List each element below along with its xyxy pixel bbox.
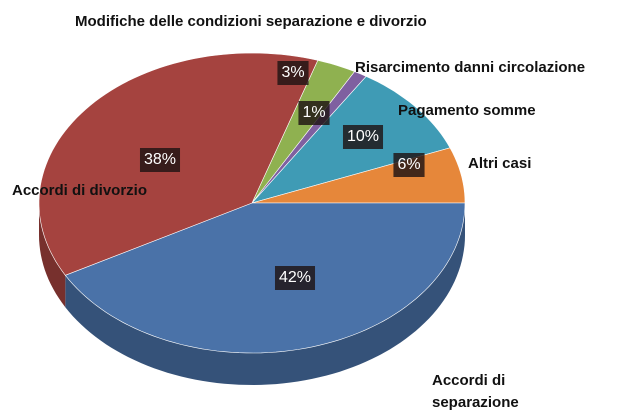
value-label-box — [139, 148, 181, 172]
category-label: Accordi di separazione — [432, 372, 519, 411]
category-label: Accordi di divorzio — [12, 182, 147, 199]
value-label-box — [342, 125, 384, 149]
value-label: 6% — [397, 156, 420, 173]
value-label-box — [277, 61, 309, 85]
category-label: Risarcimento danni circolazione — [355, 59, 585, 76]
value-label-box — [393, 153, 425, 177]
category-label: Pagamento somme — [398, 102, 536, 119]
chart-title: Modifiche delle condizioni separazione e… — [75, 13, 427, 30]
value-label: 3% — [281, 64, 304, 81]
slice-side — [65, 203, 466, 385]
value-label: 1% — [302, 104, 325, 121]
value-label: 38% — [144, 151, 176, 168]
value-label-box — [298, 101, 330, 125]
value-label-box — [274, 266, 316, 290]
slice — [251, 59, 356, 204]
value-label: 42% — [279, 269, 311, 286]
value-label: 10% — [347, 128, 379, 145]
slice — [64, 202, 466, 354]
category-label: Altri casi — [468, 155, 531, 172]
